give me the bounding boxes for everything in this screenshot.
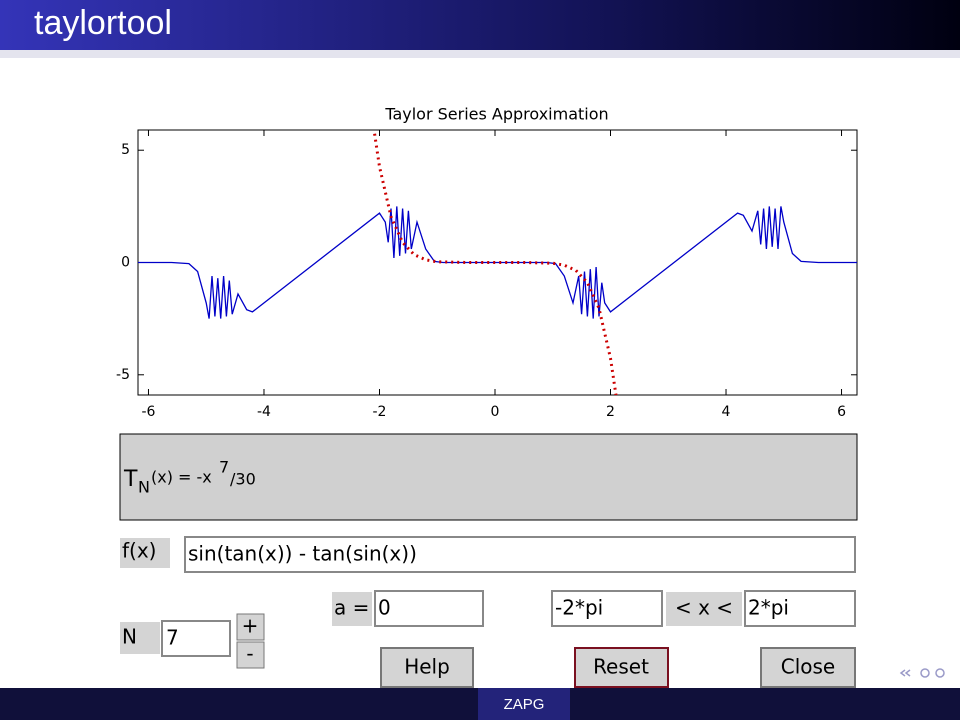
x-tick-label: -6: [141, 404, 155, 420]
header-bar: [0, 0, 960, 50]
formula-sup: 7: [219, 458, 229, 477]
y-tick-label: 5: [121, 142, 130, 158]
n-label: N: [122, 625, 137, 649]
reset-text[interactable]: Reset: [593, 655, 649, 679]
slide-title: taylortool: [34, 4, 172, 42]
n-input-text[interactable]: 7: [166, 626, 179, 650]
x-tick-label: 0: [491, 404, 500, 420]
formula-mid: (x) = -x: [151, 468, 212, 487]
lower-input-text[interactable]: -2*pi: [555, 596, 603, 620]
close-text[interactable]: Close: [781, 655, 835, 679]
upper-input[interactable]: [744, 590, 856, 627]
lower-input[interactable]: [551, 590, 663, 627]
help-button[interactable]: [380, 647, 474, 688]
plot-area: [138, 130, 857, 395]
close-button[interactable]: [760, 647, 856, 688]
n-label-bg: [120, 622, 160, 654]
a-label: a =: [334, 596, 369, 620]
x-tick-label: 6: [837, 404, 846, 420]
f-input-text[interactable]: sin(tan(x)) - tan(sin(x)): [188, 542, 417, 566]
nav-icons[interactable]: [899, 668, 945, 678]
help-text[interactable]: Help: [404, 655, 450, 679]
series-line: [372, 130, 618, 395]
x-tick-label: 2: [606, 404, 615, 420]
minus-button[interactable]: [236, 641, 265, 669]
f-input[interactable]: [184, 536, 856, 573]
plus-text[interactable]: +: [242, 614, 259, 638]
range-label-bg: [666, 592, 742, 626]
formula-sub: N: [138, 478, 150, 497]
reset-button[interactable]: [574, 647, 669, 688]
x-tick-label: -4: [257, 404, 271, 420]
minus-text[interactable]: -: [246, 642, 253, 666]
header-shadow: [0, 50, 960, 58]
formula-lhs: T: [123, 467, 138, 492]
f-label-bg: [120, 538, 170, 568]
n-input[interactable]: [161, 620, 231, 657]
a-input[interactable]: [374, 590, 484, 627]
x-tick-label: -2: [373, 404, 387, 420]
upper-input-text[interactable]: 2*pi: [748, 596, 789, 620]
plus-button[interactable]: [236, 613, 265, 641]
a-label-bg: [332, 592, 372, 626]
a-input-text[interactable]: 0: [378, 596, 391, 620]
y-tick-label: -5: [116, 367, 130, 383]
footer-block: [478, 688, 570, 720]
plot-title: Taylor Series Approximation: [384, 105, 608, 124]
footer-text: ZAPG: [504, 696, 545, 713]
formula-rest: /30: [230, 470, 256, 489]
y-tick-label: 0: [121, 255, 130, 271]
x-tick-label: 4: [722, 404, 731, 420]
f-label: f(x): [122, 539, 156, 563]
formula-box: [119, 433, 858, 521]
range-label: < x <: [675, 596, 733, 620]
